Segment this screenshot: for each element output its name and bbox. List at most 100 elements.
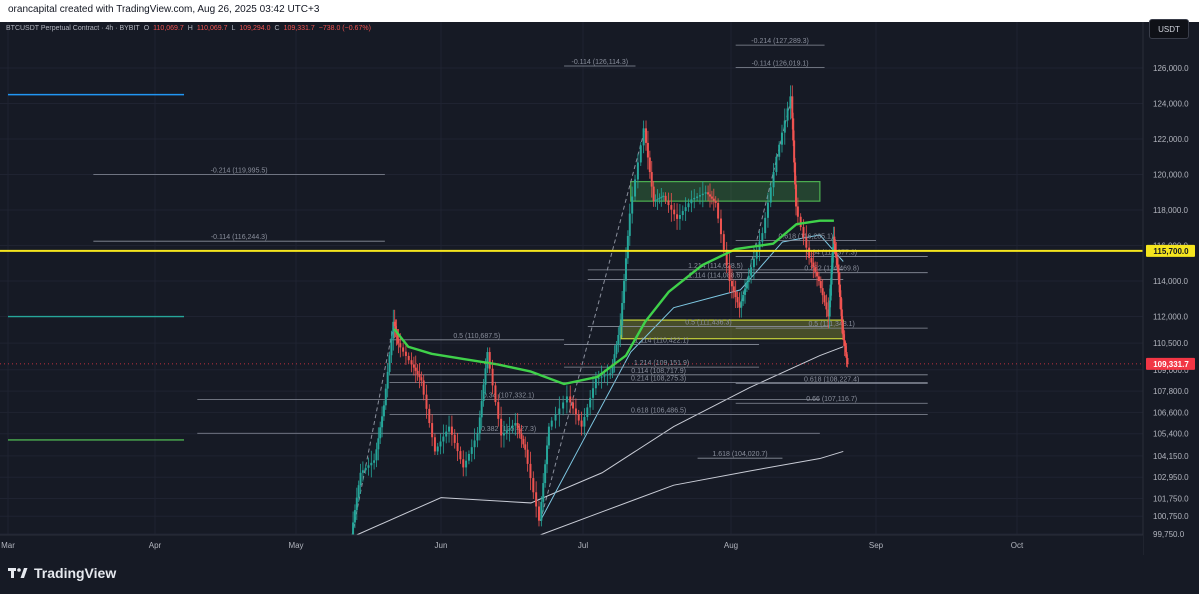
tradingview-logo-text: TradingView [34, 565, 117, 581]
candle-body [678, 214, 681, 219]
candle-body [357, 485, 360, 498]
candle-body [624, 258, 627, 281]
candle-body [394, 326, 397, 331]
candle-body [617, 334, 620, 345]
candle-body [488, 352, 491, 369]
candle-body [476, 433, 479, 441]
candle-body [412, 364, 415, 368]
candle-body [569, 396, 572, 403]
candle-body [646, 142, 649, 158]
candle-body [390, 338, 393, 356]
candle-body [730, 281, 733, 287]
time-tick-label: May [288, 541, 303, 550]
candle-body [832, 236, 835, 253]
candle-body [690, 199, 693, 204]
fib-level-label: 1.214 (109,151.9) [634, 360, 689, 367]
time-tick-label: Jun [435, 541, 448, 550]
candle-body [592, 388, 595, 398]
candle-body [634, 179, 637, 197]
fib-level-label: 0.34 (107,332.1) [483, 392, 534, 399]
candle-body [652, 186, 655, 202]
fib-level-label: -0.114 (116,244.3) [211, 234, 268, 241]
candle-body [386, 371, 389, 389]
candle-body [508, 428, 511, 431]
candle-body [791, 96, 794, 119]
tradingview-logo[interactable]: TradingView [8, 565, 116, 581]
currency-button[interactable]: USDT [1149, 19, 1189, 39]
candle-body [786, 108, 789, 121]
candle-body [484, 368, 487, 385]
candle-body [829, 284, 832, 301]
candle-body [375, 449, 378, 461]
candle-body [708, 194, 711, 197]
time-tick-label: Jul [578, 541, 588, 550]
tradingview-logo-icon [8, 568, 28, 578]
fib-level-label: 0.5 (110,687.5) [453, 333, 500, 340]
candle-body [701, 193, 704, 196]
fib-level-label: 0.5 (111,348.1) [808, 321, 854, 328]
candle-body [654, 200, 657, 202]
candle-body [769, 187, 772, 203]
chart-area[interactable]: -0.214 (128,626.8)-0.214 (127,289.3)-0.1… [0, 14, 1199, 555]
candle-body [840, 309, 843, 322]
candle-body [717, 202, 720, 219]
candle-body [810, 257, 813, 263]
fib-level-label: 0.214 (108,275.3) [631, 376, 686, 383]
candle-body [396, 334, 399, 339]
candle-body [505, 430, 508, 433]
candle-body [821, 288, 824, 296]
candle-body [494, 385, 497, 403]
candle-body [838, 272, 841, 285]
candle-body [736, 297, 739, 303]
candle-body [428, 408, 431, 424]
candle-body [667, 200, 670, 206]
price-tick-label: 124,000.0 [1153, 100, 1189, 109]
header-text: orancapital created with TradingView.com… [8, 4, 320, 15]
price-chart[interactable]: -0.214 (128,626.8)-0.214 (127,289.3)-0.1… [0, 14, 1199, 555]
candle-body [410, 360, 413, 365]
candle-body [714, 200, 717, 203]
candle-body [425, 394, 428, 409]
time-tick-label: Mar [1, 541, 15, 550]
candle-body [384, 388, 387, 406]
price-tick-label: 120,000.0 [1153, 171, 1189, 180]
chart-legend: BTCUSDT Perpetual Contract · 4h · BYBIT … [6, 25, 371, 32]
candle-body [482, 384, 485, 402]
candle-body [373, 460, 376, 463]
candle-body [843, 340, 846, 347]
price-axis [1143, 22, 1199, 555]
candle-body [473, 440, 476, 448]
price-tick-label: 122,000.0 [1153, 135, 1189, 144]
legend-low-label: L [231, 25, 236, 32]
candle-body [518, 428, 521, 434]
candle-body [833, 236, 836, 244]
fib-level-label: 0.66 (107,116.7) [806, 396, 857, 403]
candle-body [486, 352, 489, 369]
candle-body [623, 280, 626, 304]
candle-body [764, 217, 767, 234]
candle-body [775, 156, 778, 173]
candle-body [574, 408, 577, 415]
candle-body [392, 321, 395, 339]
candle-body [696, 196, 699, 198]
candle-body [650, 172, 653, 187]
ma-band-line [540, 450, 844, 536]
candle-body [402, 347, 405, 352]
candle-body [631, 196, 634, 214]
candle-body [835, 250, 838, 258]
candle-body [830, 268, 833, 285]
ma-band-line [356, 346, 844, 536]
price-tick-label: 112,000.0 [1153, 313, 1189, 322]
legend-change: −738.0 (−0.67%) [318, 25, 371, 32]
candle-body [628, 213, 631, 236]
fib-level-label: 1.114 (110,422.1) [634, 338, 688, 345]
candle-body [734, 291, 737, 298]
candle-body [793, 140, 796, 163]
candle-body [819, 281, 822, 289]
candle-body [670, 205, 673, 210]
candle-body [436, 446, 439, 452]
candle-body [597, 377, 600, 379]
candle-body [712, 198, 715, 201]
candle-body [459, 451, 462, 460]
candle-body [842, 334, 845, 341]
